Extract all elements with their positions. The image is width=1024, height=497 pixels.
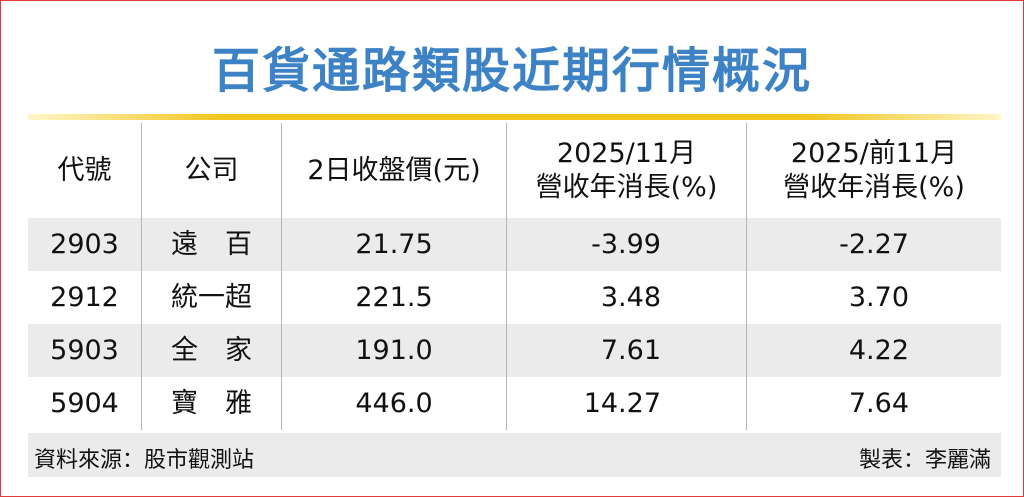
footer: 資料來源：股市觀測站 製表：李麗滿 bbox=[28, 433, 1001, 477]
table-row: 2903 遠 百 21.75 -3.99 -2.27 bbox=[28, 218, 1001, 271]
table-cell: 3.48 bbox=[506, 271, 746, 324]
table-cell: 4.22 bbox=[746, 324, 1001, 377]
table-cell: 寶 雅 bbox=[141, 377, 281, 430]
divider bbox=[28, 114, 1001, 120]
table-cell: 221.5 bbox=[281, 271, 506, 324]
table-row: 2912 統一超 221.5 3.48 3.70 bbox=[28, 271, 1001, 324]
table-cell: 5903 bbox=[50, 334, 119, 366]
table-cell: 7.64 bbox=[746, 377, 1001, 430]
table-cell: 191.0 bbox=[281, 324, 506, 377]
header-row: 代號 公司 2日收盤價(元) 2025/11月 營收年消長(%) 2025/前11月 營… bbox=[28, 123, 1001, 218]
header-cell: 2025/11月 營收年消長(%) bbox=[506, 123, 746, 218]
table: 代號 公司 2日收盤價(元) 2025/11月 營收年消長(%) 2025/前11月 營… bbox=[28, 123, 1001, 430]
table-cell: -3.99 bbox=[506, 218, 746, 271]
title: 百貨通路類股近期行情概況 bbox=[211, 43, 812, 99]
table-cell: 3.70 bbox=[746, 271, 1001, 324]
table-cell: 21.75 bbox=[281, 218, 506, 271]
table-cell: -2.27 bbox=[746, 218, 1001, 271]
source: 資料來源：股市觀測站 bbox=[34, 448, 255, 473]
table-row: 5904 寶 雅 446.0 14.27 7.64 bbox=[28, 377, 1001, 430]
table-cell: 2903 bbox=[50, 228, 119, 260]
table-cell: 5904 bbox=[50, 387, 119, 419]
table-row: 5903 全 家 191.0 7.61 4.22 bbox=[28, 324, 1001, 377]
table-cell: 446.0 bbox=[281, 377, 506, 430]
table-cell: 遠 百 bbox=[141, 218, 281, 271]
table-cell: 統一超 bbox=[141, 271, 281, 324]
table-cell: 2912 bbox=[50, 281, 119, 313]
header-cell: 2025/前11月 營收年消長(%) bbox=[746, 123, 1001, 218]
header-cell: 2日收盤價(元) bbox=[281, 123, 506, 218]
table-cell: 7.61 bbox=[506, 324, 746, 377]
table-cell: 14.27 bbox=[506, 377, 746, 430]
table-cell: 全 家 bbox=[141, 324, 281, 377]
author: 製表：李麗滿 bbox=[858, 448, 991, 473]
header-cell: 公司 bbox=[141, 123, 281, 218]
header-cell: 代號 bbox=[57, 154, 112, 186]
